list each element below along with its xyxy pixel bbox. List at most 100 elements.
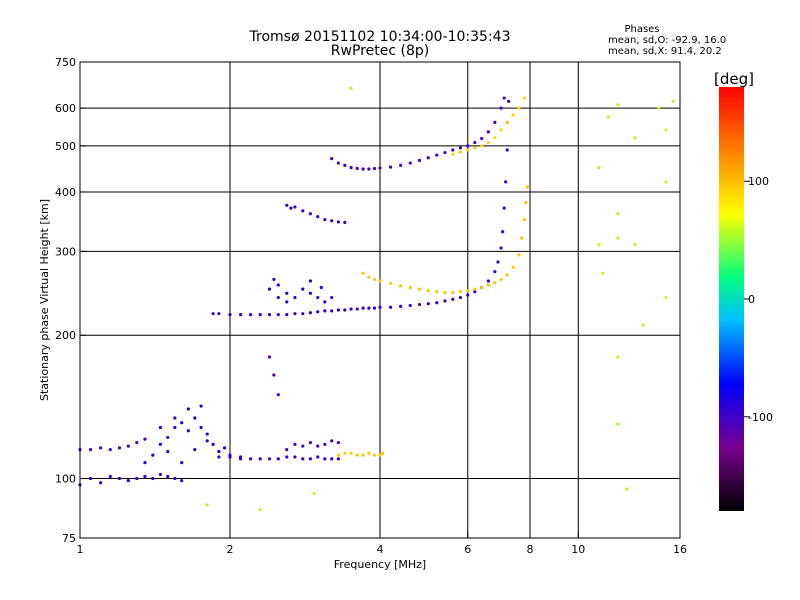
colorbar-tick-label: 0 bbox=[748, 293, 755, 306]
data-point bbox=[205, 439, 209, 443]
data-point bbox=[443, 150, 447, 155]
data-point bbox=[349, 166, 353, 170]
data-point bbox=[108, 448, 112, 452]
data-point bbox=[525, 185, 529, 189]
data-point bbox=[285, 455, 289, 459]
data-point bbox=[458, 150, 463, 154]
y-axis-ticks: 75 100 200 300 400 500 600 750 bbox=[55, 56, 86, 545]
data-point bbox=[504, 180, 508, 184]
data-point bbox=[330, 457, 334, 461]
data-point bbox=[126, 479, 130, 483]
series-trace bbox=[267, 277, 334, 304]
data-point bbox=[443, 290, 447, 295]
data-point bbox=[285, 203, 289, 207]
data-point bbox=[323, 217, 327, 222]
y-tick-label: 750 bbox=[55, 56, 76, 69]
data-point bbox=[502, 96, 506, 100]
series-trace bbox=[361, 185, 529, 295]
data-point bbox=[367, 451, 371, 455]
data-point bbox=[323, 300, 327, 304]
series-trace bbox=[78, 472, 184, 487]
data-point bbox=[616, 103, 620, 107]
data-point bbox=[301, 209, 305, 213]
data-point bbox=[451, 148, 455, 152]
data-point bbox=[511, 113, 515, 117]
data-point bbox=[316, 455, 320, 459]
data-point bbox=[308, 212, 313, 216]
data-point bbox=[336, 161, 340, 165]
data-point bbox=[486, 140, 490, 145]
data-point bbox=[323, 442, 327, 446]
data-point bbox=[336, 457, 340, 461]
data-point bbox=[258, 457, 262, 461]
data-point bbox=[493, 136, 497, 140]
data-point bbox=[217, 455, 221, 459]
data-point bbox=[355, 166, 359, 171]
data-point bbox=[597, 166, 601, 170]
data-point bbox=[228, 455, 232, 459]
data-point bbox=[267, 312, 272, 317]
data-point bbox=[319, 285, 323, 290]
grid-lines bbox=[80, 62, 680, 538]
y-tick-label: 100 bbox=[55, 473, 76, 486]
data-point bbox=[330, 157, 334, 161]
data-point bbox=[480, 285, 484, 290]
data-point bbox=[173, 425, 177, 430]
series-trace bbox=[451, 96, 527, 156]
data-point bbox=[664, 295, 668, 300]
data-point bbox=[293, 205, 297, 209]
data-point bbox=[367, 275, 371, 279]
data-point bbox=[258, 508, 262, 512]
data-point bbox=[417, 302, 422, 307]
data-point bbox=[466, 293, 470, 297]
data-point bbox=[493, 270, 497, 274]
data-point bbox=[435, 301, 439, 305]
data-point bbox=[417, 287, 422, 291]
data-point bbox=[343, 220, 347, 225]
data-point bbox=[301, 287, 305, 291]
data-point bbox=[336, 440, 340, 445]
data-point bbox=[301, 444, 305, 448]
y-tick-label: 75 bbox=[62, 532, 76, 545]
series-trace bbox=[78, 437, 147, 452]
data-point bbox=[272, 277, 276, 282]
data-point bbox=[524, 200, 528, 205]
data-point bbox=[276, 295, 280, 300]
data-point bbox=[501, 230, 505, 234]
data-point bbox=[238, 455, 243, 459]
data-point bbox=[293, 295, 297, 300]
series-trace bbox=[267, 355, 340, 452]
data-point bbox=[451, 297, 455, 301]
data-point bbox=[173, 476, 177, 481]
data-point bbox=[505, 120, 509, 124]
data-point bbox=[166, 474, 170, 479]
data-point bbox=[88, 448, 93, 452]
data-point bbox=[493, 120, 497, 124]
data-point bbox=[502, 206, 506, 210]
data-point bbox=[217, 312, 221, 316]
colorbar-label: [deg] bbox=[714, 70, 754, 88]
data-point bbox=[211, 312, 215, 316]
x-tick-label: 1 bbox=[77, 543, 84, 556]
data-point bbox=[301, 457, 305, 461]
data-point bbox=[399, 163, 403, 167]
data-point bbox=[641, 323, 645, 327]
data-point bbox=[276, 312, 280, 317]
data-point bbox=[417, 158, 422, 162]
data-point bbox=[249, 312, 253, 317]
data-point bbox=[193, 448, 197, 452]
data-point bbox=[199, 404, 203, 408]
data-point bbox=[267, 287, 272, 291]
data-point bbox=[378, 279, 382, 283]
colorbar-ticks: 100 0 -100 bbox=[744, 175, 773, 424]
data-point bbox=[511, 265, 515, 269]
series-trace bbox=[330, 96, 506, 171]
data-point bbox=[330, 439, 334, 443]
data-point bbox=[507, 99, 511, 103]
data-point bbox=[633, 136, 637, 140]
data-point bbox=[499, 277, 503, 282]
data-points bbox=[78, 86, 675, 512]
data-point bbox=[466, 148, 470, 152]
data-point bbox=[349, 451, 353, 455]
